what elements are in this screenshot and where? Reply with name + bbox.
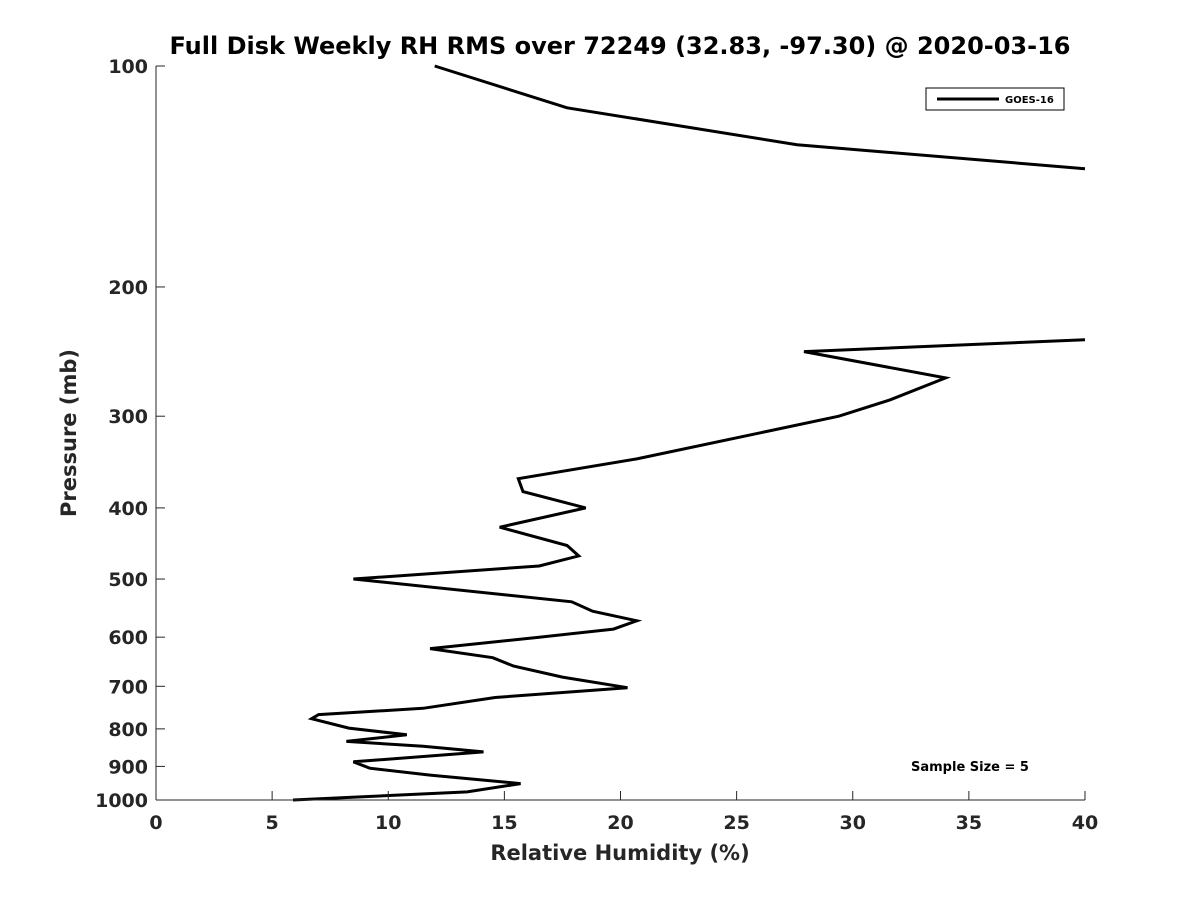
x-tick-label: 30 bbox=[840, 812, 866, 834]
x-tick-label: 35 bbox=[956, 812, 982, 834]
series-line-0-segment-1 bbox=[292, 338, 1086, 802]
y-tick-label: 300 bbox=[108, 406, 148, 428]
x-axis-label: Relative Humidity (%) bbox=[490, 841, 749, 865]
y-tick-label: 400 bbox=[108, 498, 148, 520]
y-tick-label: 100 bbox=[108, 56, 148, 78]
y-tick-label: 200 bbox=[108, 277, 148, 299]
sample-size-annotation: Sample Size = 5 bbox=[911, 760, 1029, 775]
x-tick-label: 15 bbox=[491, 812, 517, 834]
chart-title: Full Disk Weekly RH RMS over 72249 (32.8… bbox=[169, 32, 1070, 60]
x-tick-label: 0 bbox=[149, 812, 162, 834]
legend-label: GOES-16 bbox=[1005, 95, 1054, 106]
series-line-0-segment-0 bbox=[434, 64, 1086, 171]
x-axis-ticks: 0 5 10 15 20 25 30 35 40 bbox=[149, 791, 1098, 834]
data-lines bbox=[292, 64, 1086, 802]
y-tick-label: 1000 bbox=[95, 790, 148, 812]
x-tick-label: 20 bbox=[607, 812, 633, 834]
x-tick-label: 10 bbox=[375, 812, 401, 834]
y-axis-ticks: 100 200 300 400 500 600 700 800 900 1000 bbox=[95, 56, 165, 812]
x-tick-label: 25 bbox=[723, 812, 749, 834]
y-tick-label: 500 bbox=[108, 569, 148, 591]
y-tick-label: 700 bbox=[108, 676, 148, 698]
legend: GOES-16 bbox=[925, 87, 1065, 111]
x-tick-label: 40 bbox=[1072, 812, 1098, 834]
y-tick-label: 600 bbox=[108, 627, 148, 649]
x-tick-label: 5 bbox=[266, 812, 279, 834]
y-axis-label: Pressure (mb) bbox=[57, 349, 81, 517]
y-tick-label: 900 bbox=[108, 756, 148, 778]
y-tick-label: 800 bbox=[108, 719, 148, 741]
plot-area bbox=[156, 66, 1085, 800]
